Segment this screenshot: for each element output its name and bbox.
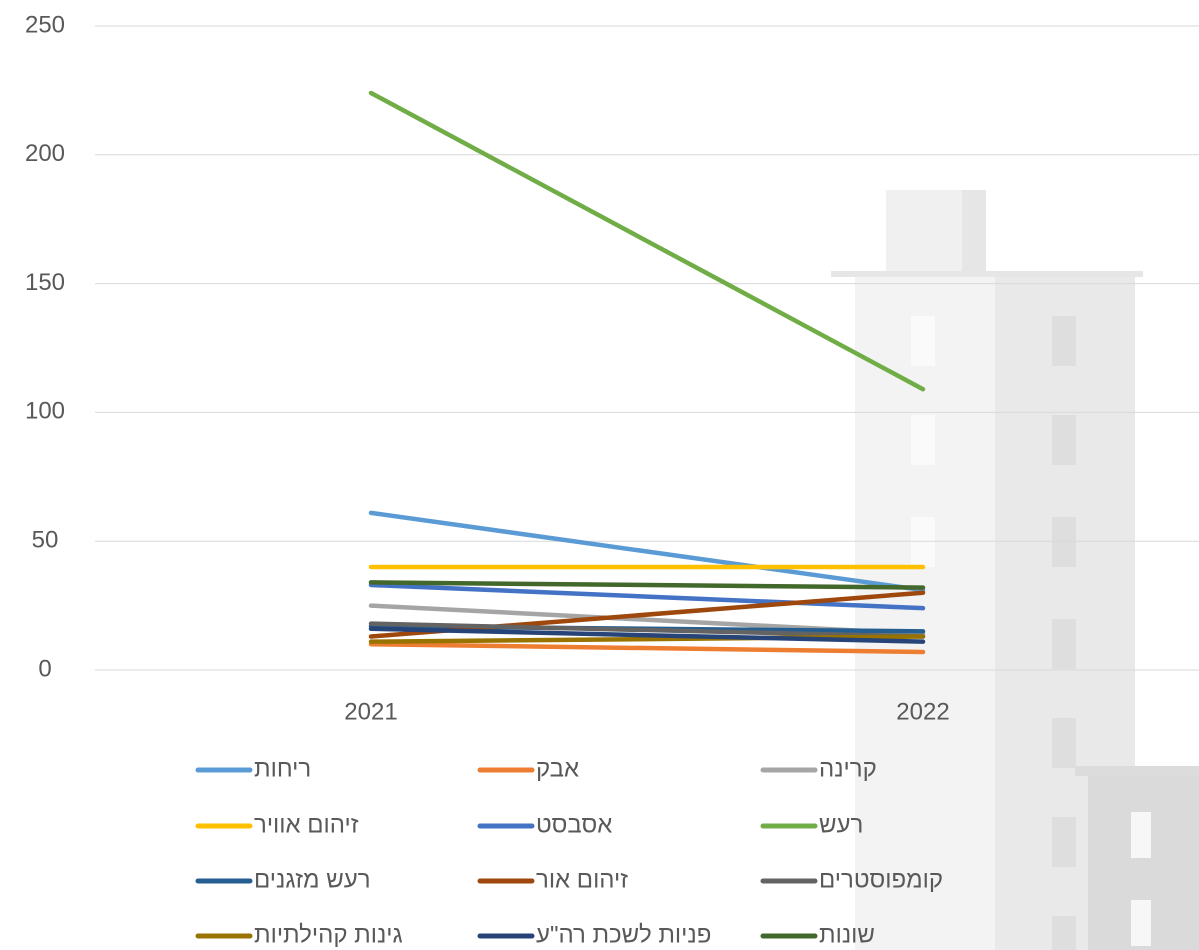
legend-label: קומפוסטרים (819, 866, 943, 893)
legend-label: רעש מזגנים (254, 866, 371, 893)
legend-label: גינות קהילתיות (254, 921, 403, 948)
series-line (371, 644, 923, 652)
legend-label: קרינה (819, 755, 877, 782)
series-line (371, 93, 923, 389)
legend-label: זיהום אוויר (254, 811, 359, 838)
legend-label: שונות (819, 921, 875, 948)
legend-label: אסבסט (536, 811, 612, 838)
chart: 0 50 100 150 200 250 2021 2022 ריחות אבק קרינה זיהו… (0, 0, 1199, 950)
y-tick-label: 50 (32, 527, 59, 554)
y-tick-label: 200 (25, 140, 65, 167)
y-tick-label: 250 (25, 11, 65, 38)
background-building (831, 190, 1199, 950)
legend-label: אבק (536, 755, 579, 782)
legend-label: פניות לשכת רה"ע (536, 921, 711, 948)
legend-label: ריחות (254, 755, 311, 782)
legend-label: רעש (819, 811, 863, 838)
y-tick-label: 100 (25, 398, 65, 425)
series-line (371, 513, 923, 590)
legend-label: זיהום אור (536, 866, 628, 893)
x-tick-label: 2022 (896, 698, 949, 725)
y-tick-label: 150 (25, 269, 65, 296)
y-tick-label: 0 (38, 655, 51, 682)
x-tick-label: 2021 (344, 698, 397, 725)
